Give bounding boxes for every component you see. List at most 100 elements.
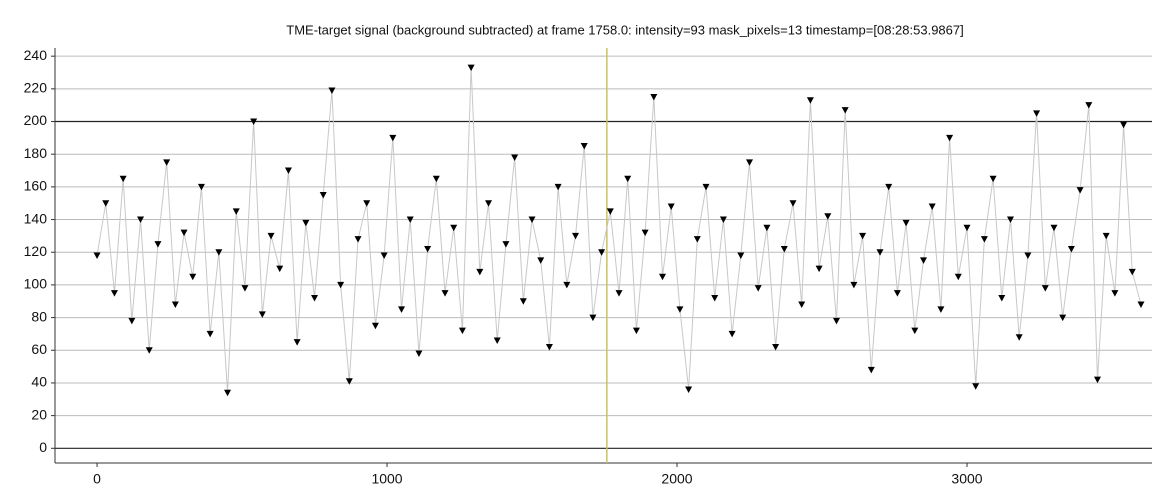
point-marker bbox=[676, 306, 684, 313]
point-marker bbox=[780, 245, 788, 253]
x-tick-label: 2000 bbox=[661, 471, 692, 487]
point-marker bbox=[389, 134, 397, 142]
point-marker bbox=[937, 306, 945, 313]
point-marker bbox=[197, 183, 205, 191]
point-marker bbox=[841, 107, 849, 114]
point-marker bbox=[1093, 376, 1101, 384]
point-marker bbox=[398, 306, 406, 313]
point-marker bbox=[511, 154, 519, 161]
point-marker bbox=[1041, 285, 1049, 292]
point-marker bbox=[624, 175, 632, 183]
y-tick-label: 120 bbox=[24, 243, 48, 259]
point-marker bbox=[528, 216, 536, 224]
point-marker bbox=[441, 290, 449, 297]
point-marker bbox=[589, 314, 597, 322]
point-marker bbox=[885, 183, 893, 191]
point-marker bbox=[754, 285, 762, 292]
point-marker bbox=[406, 216, 414, 224]
point-marker bbox=[415, 350, 423, 358]
point-marker bbox=[371, 322, 379, 330]
point-marker bbox=[650, 94, 658, 101]
point-marker bbox=[1137, 301, 1145, 309]
point-marker bbox=[963, 224, 971, 232]
point-marker bbox=[563, 281, 571, 289]
point-marker bbox=[859, 232, 867, 240]
point-marker bbox=[119, 175, 127, 183]
point-marker bbox=[319, 192, 327, 199]
point-marker bbox=[189, 273, 197, 281]
point-marker bbox=[284, 167, 292, 175]
point-marker bbox=[685, 386, 693, 393]
point-marker bbox=[876, 249, 884, 256]
point-marker bbox=[476, 268, 484, 276]
point-marker bbox=[363, 200, 371, 207]
point-marker bbox=[989, 175, 997, 183]
point-marker bbox=[215, 249, 223, 256]
y-tick-label: 200 bbox=[24, 112, 48, 128]
point-marker bbox=[545, 343, 553, 351]
point-marker bbox=[850, 281, 858, 289]
point-marker bbox=[380, 252, 388, 259]
point-marker bbox=[224, 389, 232, 397]
point-marker bbox=[110, 290, 118, 297]
point-marker bbox=[424, 245, 432, 253]
point-marker bbox=[493, 337, 501, 344]
point-marker bbox=[641, 229, 649, 237]
point-marker bbox=[954, 273, 962, 281]
x-tick-label: 3000 bbox=[951, 471, 982, 487]
point-marker bbox=[1050, 224, 1058, 232]
point-marker bbox=[798, 301, 806, 309]
y-tick-label: 0 bbox=[39, 439, 47, 455]
point-marker bbox=[719, 216, 727, 224]
point-marker bbox=[763, 224, 771, 232]
point-marker bbox=[537, 257, 545, 264]
point-marker bbox=[267, 232, 275, 240]
point-marker bbox=[815, 265, 823, 273]
y-tick-label: 140 bbox=[24, 210, 48, 226]
point-marker bbox=[998, 294, 1006, 302]
point-marker bbox=[946, 134, 954, 142]
series-line bbox=[96, 67, 1142, 393]
point-marker bbox=[1120, 121, 1128, 129]
y-tick-label: 60 bbox=[31, 341, 47, 357]
point-marker bbox=[145, 347, 153, 354]
point-marker bbox=[711, 294, 719, 302]
point-marker bbox=[102, 200, 110, 207]
y-tick-label: 240 bbox=[24, 47, 48, 63]
x-tick-label: 0 bbox=[93, 471, 101, 487]
point-marker bbox=[337, 281, 345, 289]
point-marker bbox=[615, 290, 623, 297]
point-marker bbox=[293, 339, 301, 346]
point-marker bbox=[919, 257, 927, 264]
point-marker bbox=[737, 252, 745, 259]
point-marker bbox=[250, 118, 258, 126]
point-marker bbox=[1059, 314, 1067, 322]
point-marker bbox=[1102, 232, 1110, 240]
point-marker bbox=[1015, 334, 1023, 341]
point-marker bbox=[354, 236, 362, 243]
point-marker bbox=[911, 327, 919, 335]
point-marker bbox=[450, 224, 458, 232]
point-marker bbox=[824, 213, 832, 220]
point-marker bbox=[806, 97, 814, 104]
y-tick-label: 20 bbox=[31, 406, 47, 422]
y-tick-label: 100 bbox=[24, 276, 48, 292]
point-marker bbox=[206, 330, 214, 338]
point-marker bbox=[345, 378, 353, 385]
point-marker bbox=[659, 273, 667, 281]
point-marker bbox=[693, 236, 701, 243]
point-marker bbox=[171, 301, 179, 309]
point-marker bbox=[241, 285, 249, 292]
point-marker bbox=[1111, 290, 1119, 297]
point-marker bbox=[458, 327, 466, 335]
point-marker bbox=[667, 203, 675, 210]
point-marker bbox=[972, 383, 980, 390]
point-marker bbox=[311, 294, 319, 302]
point-marker bbox=[867, 366, 875, 374]
point-marker bbox=[789, 200, 797, 207]
point-marker bbox=[746, 159, 754, 166]
point-marker bbox=[980, 236, 988, 243]
point-marker bbox=[502, 241, 510, 248]
point-marker bbox=[180, 229, 188, 237]
point-marker bbox=[606, 208, 614, 215]
